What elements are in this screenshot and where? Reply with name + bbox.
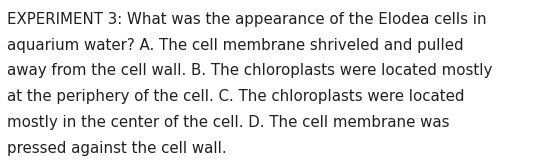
Text: away from the cell wall. B. The chloroplasts were located mostly: away from the cell wall. B. The chloropl… [7,63,493,78]
Text: mostly in the center of the cell. D. The cell membrane was: mostly in the center of the cell. D. The… [7,115,450,130]
Text: EXPERIMENT 3: What was the appearance of the Elodea cells in: EXPERIMENT 3: What was the appearance of… [7,12,487,27]
Text: pressed against the cell wall.: pressed against the cell wall. [7,141,227,156]
Text: aquarium water? A. The cell membrane shriveled and pulled: aquarium water? A. The cell membrane shr… [7,38,464,53]
Text: at the periphery of the cell. C. The chloroplasts were located: at the periphery of the cell. C. The chl… [7,89,465,104]
